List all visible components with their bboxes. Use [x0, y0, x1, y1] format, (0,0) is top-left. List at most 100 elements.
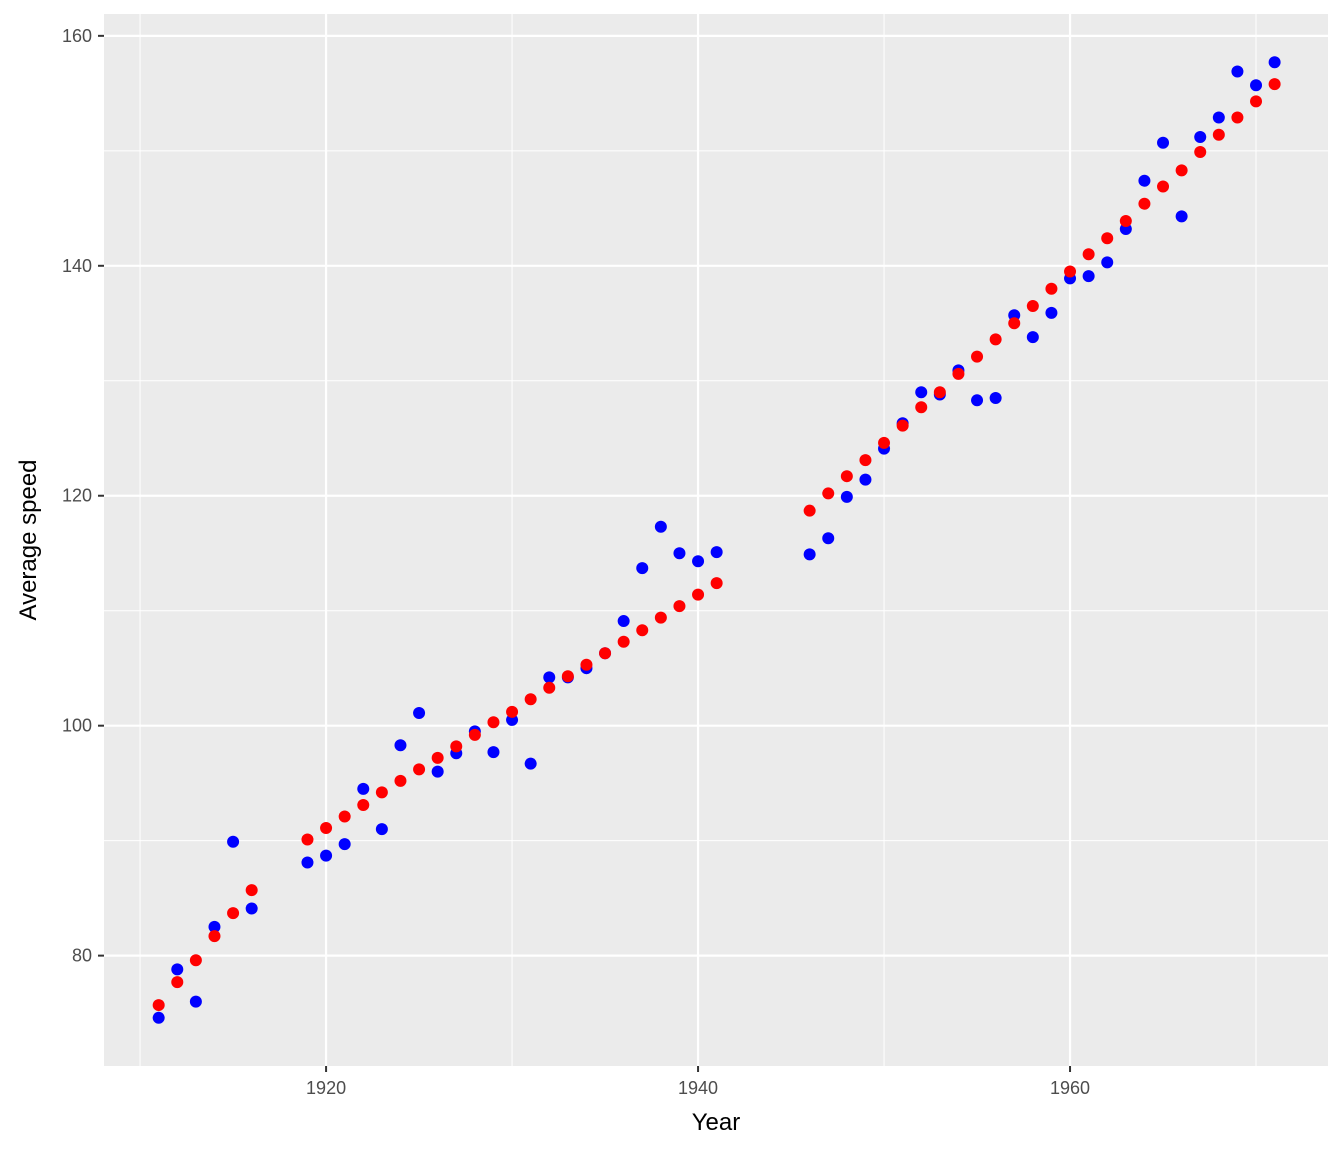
point: [1082, 270, 1095, 283]
grid: [104, 14, 1328, 1066]
x-axis-title: Year: [692, 1109, 741, 1136]
y-tick-label: 160: [62, 26, 92, 46]
point: [431, 765, 444, 778]
point: [1250, 79, 1263, 92]
point: [1026, 300, 1039, 313]
point: [524, 757, 537, 770]
point: [878, 436, 891, 449]
point: [506, 705, 519, 718]
point: [1045, 282, 1058, 295]
point: [1250, 95, 1263, 108]
x-tick-label: 1940: [678, 1078, 718, 1098]
point: [468, 728, 481, 741]
point: [375, 786, 388, 799]
point: [171, 976, 184, 989]
y-tick-label: 80: [72, 946, 92, 966]
point: [933, 386, 946, 399]
point: [673, 547, 686, 560]
point: [710, 546, 723, 559]
point: [1119, 214, 1132, 227]
point: [803, 548, 816, 561]
point: [245, 884, 258, 897]
point: [803, 504, 816, 517]
point: [320, 849, 333, 862]
point: [654, 611, 667, 624]
point: [840, 490, 853, 503]
point: [1212, 128, 1225, 141]
point: [1064, 265, 1077, 278]
point: [1138, 174, 1151, 187]
point: [636, 624, 649, 637]
point: [915, 386, 928, 399]
point: [989, 392, 1002, 405]
x-tick-label: 1920: [306, 1078, 346, 1098]
point: [431, 751, 444, 764]
point: [320, 822, 333, 835]
point: [840, 470, 853, 483]
point: [189, 995, 202, 1008]
point: [989, 333, 1002, 346]
point: [561, 670, 574, 683]
point: [208, 920, 221, 933]
point: [1268, 56, 1281, 69]
point: [1101, 232, 1114, 245]
point: [1008, 317, 1021, 330]
point: [692, 555, 705, 568]
point: [1194, 131, 1207, 144]
point: [338, 810, 351, 823]
point: [654, 520, 667, 533]
point: [859, 454, 872, 467]
point: [152, 999, 165, 1012]
y-axis-title: Average speed: [15, 459, 42, 620]
point: [1138, 197, 1151, 210]
point: [487, 716, 500, 729]
point: [1101, 256, 1114, 269]
point: [543, 681, 556, 694]
point: [543, 671, 556, 684]
point: [450, 740, 463, 753]
y-tick-label: 100: [62, 716, 92, 736]
point: [245, 902, 258, 915]
point: [617, 615, 630, 628]
point: [1212, 111, 1225, 124]
point: [971, 350, 984, 363]
point: [1157, 136, 1170, 149]
point: [227, 835, 240, 848]
point: [971, 394, 984, 407]
y-tick-label: 140: [62, 256, 92, 276]
x-tick-label: 1960: [1050, 1078, 1090, 1098]
point: [1157, 180, 1170, 193]
point: [394, 774, 407, 787]
point: [357, 782, 370, 795]
point: [859, 473, 872, 486]
point: [1026, 331, 1039, 344]
point: [599, 647, 612, 660]
point: [915, 401, 928, 414]
point: [301, 833, 314, 846]
point: [413, 707, 426, 720]
point: [1175, 210, 1188, 223]
point: [673, 600, 686, 613]
point: [524, 693, 537, 706]
point: [227, 907, 240, 920]
point: [617, 635, 630, 648]
point: [301, 856, 314, 869]
panel: [104, 14, 1328, 1066]
point: [375, 823, 388, 836]
point: [822, 487, 835, 500]
point: [357, 799, 370, 812]
point: [1045, 306, 1058, 319]
point: [952, 367, 965, 380]
point: [822, 532, 835, 545]
point: [1175, 164, 1188, 177]
point: [487, 746, 500, 759]
point: [171, 963, 184, 976]
point: [152, 1011, 165, 1024]
point: [1194, 145, 1207, 158]
y-tick-label: 120: [62, 486, 92, 506]
point: [1082, 248, 1095, 261]
point: [636, 562, 649, 575]
point: [338, 838, 351, 851]
point: [896, 419, 909, 432]
